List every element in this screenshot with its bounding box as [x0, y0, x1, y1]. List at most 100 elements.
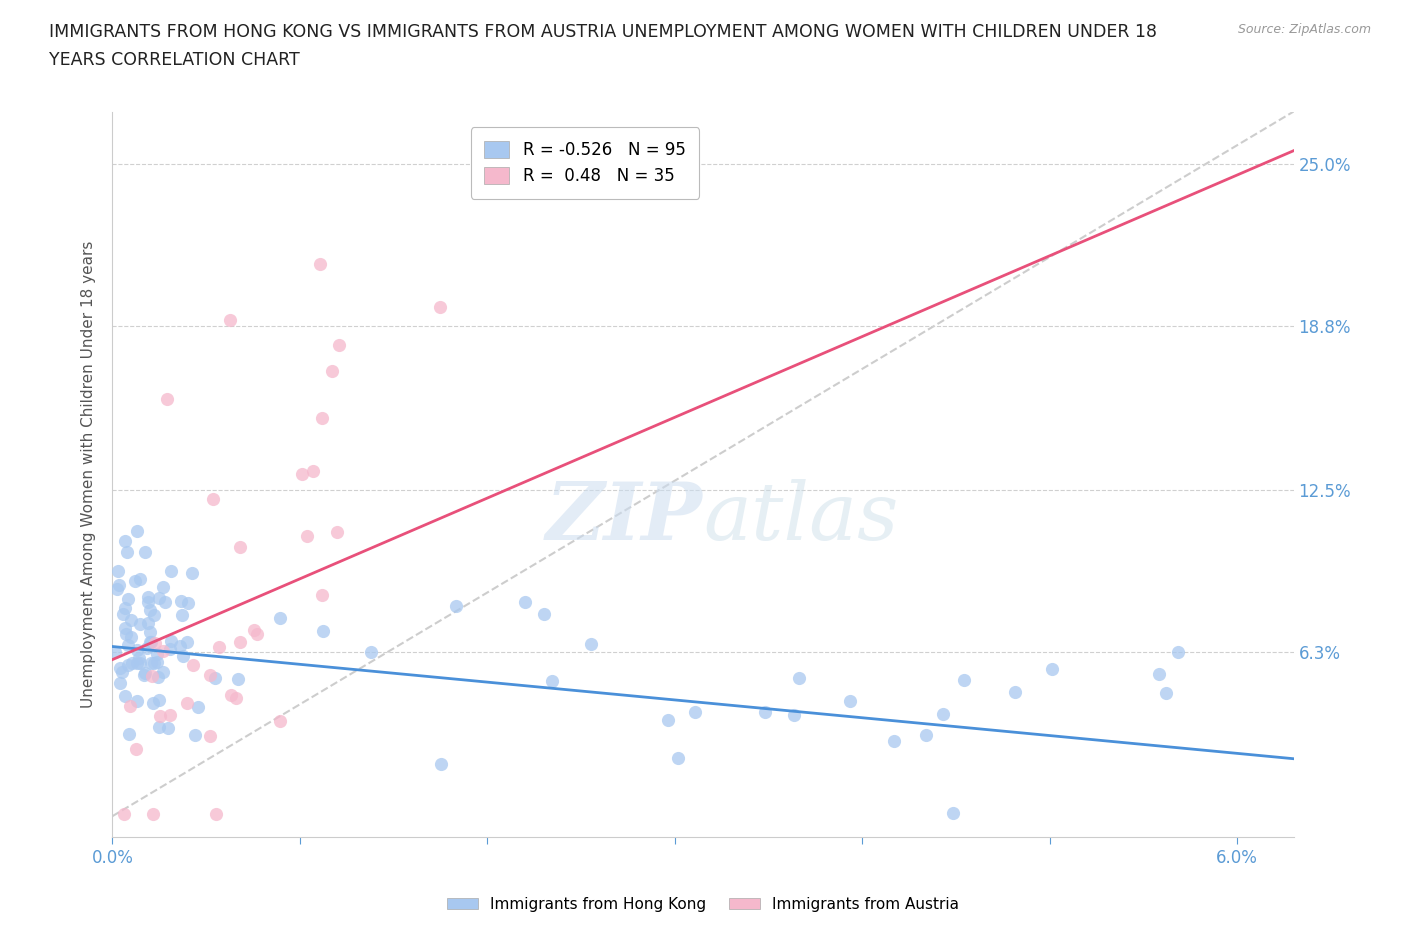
- Point: [169, 593, 191, 608]
- Point: [312, 624, 335, 639]
- Point: [295, 528, 318, 543]
- Point: [139, 656, 162, 671]
- Point: [657, 712, 679, 727]
- Point: [156, 392, 179, 406]
- Point: [128, 656, 150, 671]
- Point: [159, 708, 181, 723]
- Point: [117, 638, 139, 653]
- Point: [108, 676, 131, 691]
- Point: [136, 590, 159, 604]
- Point: [942, 805, 965, 820]
- Point: [134, 666, 156, 681]
- Point: [1154, 685, 1177, 700]
- Point: [221, 688, 243, 703]
- Point: [226, 671, 249, 686]
- Point: [308, 257, 330, 272]
- Point: [146, 646, 169, 661]
- Text: YEARS CORRELATION CHART: YEARS CORRELATION CHART: [49, 51, 299, 69]
- Point: [204, 671, 226, 685]
- Point: [311, 588, 333, 603]
- Point: [444, 598, 467, 613]
- Point: [121, 656, 143, 671]
- Point: [321, 364, 343, 379]
- Point: [136, 641, 159, 656]
- Point: [246, 626, 269, 641]
- Point: [120, 612, 142, 627]
- Point: [839, 694, 862, 709]
- Legend: R = -0.526   N = 95, R =  0.48   N = 35: R = -0.526 N = 95, R = 0.48 N = 35: [471, 127, 699, 198]
- Point: [124, 573, 146, 588]
- Point: [326, 525, 349, 539]
- Point: [138, 603, 160, 618]
- Point: [105, 581, 128, 596]
- Point: [148, 720, 170, 735]
- Point: [513, 595, 536, 610]
- Point: [152, 579, 174, 594]
- Point: [120, 630, 142, 644]
- Point: [1167, 644, 1189, 659]
- Point: [932, 707, 955, 722]
- Point: [1040, 662, 1063, 677]
- Point: [114, 806, 136, 821]
- Point: [141, 669, 163, 684]
- Point: [114, 688, 136, 703]
- Point: [148, 591, 170, 605]
- Point: [149, 709, 172, 724]
- Point: [108, 578, 131, 592]
- Point: [139, 634, 162, 649]
- Point: [141, 806, 163, 821]
- Y-axis label: Unemployment Among Women with Children Under 18 years: Unemployment Among Women with Children U…: [80, 241, 96, 708]
- Point: [1147, 666, 1170, 681]
- Point: [115, 627, 138, 642]
- Point: [117, 726, 139, 741]
- Point: [114, 533, 136, 548]
- Point: [301, 463, 323, 478]
- Point: [142, 696, 165, 711]
- Point: [181, 566, 204, 581]
- Point: [787, 671, 810, 685]
- Point: [160, 634, 183, 649]
- Point: [429, 757, 451, 772]
- Point: [146, 655, 169, 670]
- Point: [360, 645, 382, 660]
- Point: [269, 610, 291, 625]
- Point: [242, 622, 264, 637]
- Point: [125, 656, 148, 671]
- Point: [200, 728, 222, 743]
- Point: [125, 694, 148, 709]
- Point: [148, 670, 170, 684]
- Point: [172, 649, 194, 664]
- Point: [125, 524, 148, 538]
- Point: [683, 704, 706, 719]
- Point: [136, 616, 159, 631]
- Point: [142, 607, 165, 622]
- Text: IMMIGRANTS FROM HONG KONG VS IMMIGRANTS FROM AUSTRIA UNEMPLOYMENT AMONG WOMEN WI: IMMIGRANTS FROM HONG KONG VS IMMIGRANTS …: [49, 23, 1157, 41]
- Point: [117, 658, 139, 672]
- Point: [157, 721, 180, 736]
- Point: [111, 665, 134, 680]
- Text: atlas: atlas: [703, 479, 898, 556]
- Point: [228, 634, 250, 649]
- Point: [142, 656, 165, 671]
- Point: [311, 410, 333, 425]
- Point: [125, 643, 148, 658]
- Point: [176, 634, 198, 649]
- Point: [915, 727, 938, 742]
- Point: [128, 572, 150, 587]
- Point: [139, 625, 162, 640]
- Point: [579, 637, 602, 652]
- Point: [138, 635, 160, 650]
- Point: [159, 642, 181, 657]
- Point: [176, 695, 198, 710]
- Text: Source: ZipAtlas.com: Source: ZipAtlas.com: [1237, 23, 1371, 36]
- Point: [754, 705, 776, 720]
- Point: [666, 751, 689, 765]
- Point: [104, 644, 127, 659]
- Point: [429, 299, 451, 314]
- Point: [108, 660, 131, 675]
- Point: [225, 690, 247, 705]
- Point: [533, 606, 555, 621]
- Point: [177, 595, 200, 610]
- Point: [783, 707, 806, 722]
- Point: [152, 644, 174, 658]
